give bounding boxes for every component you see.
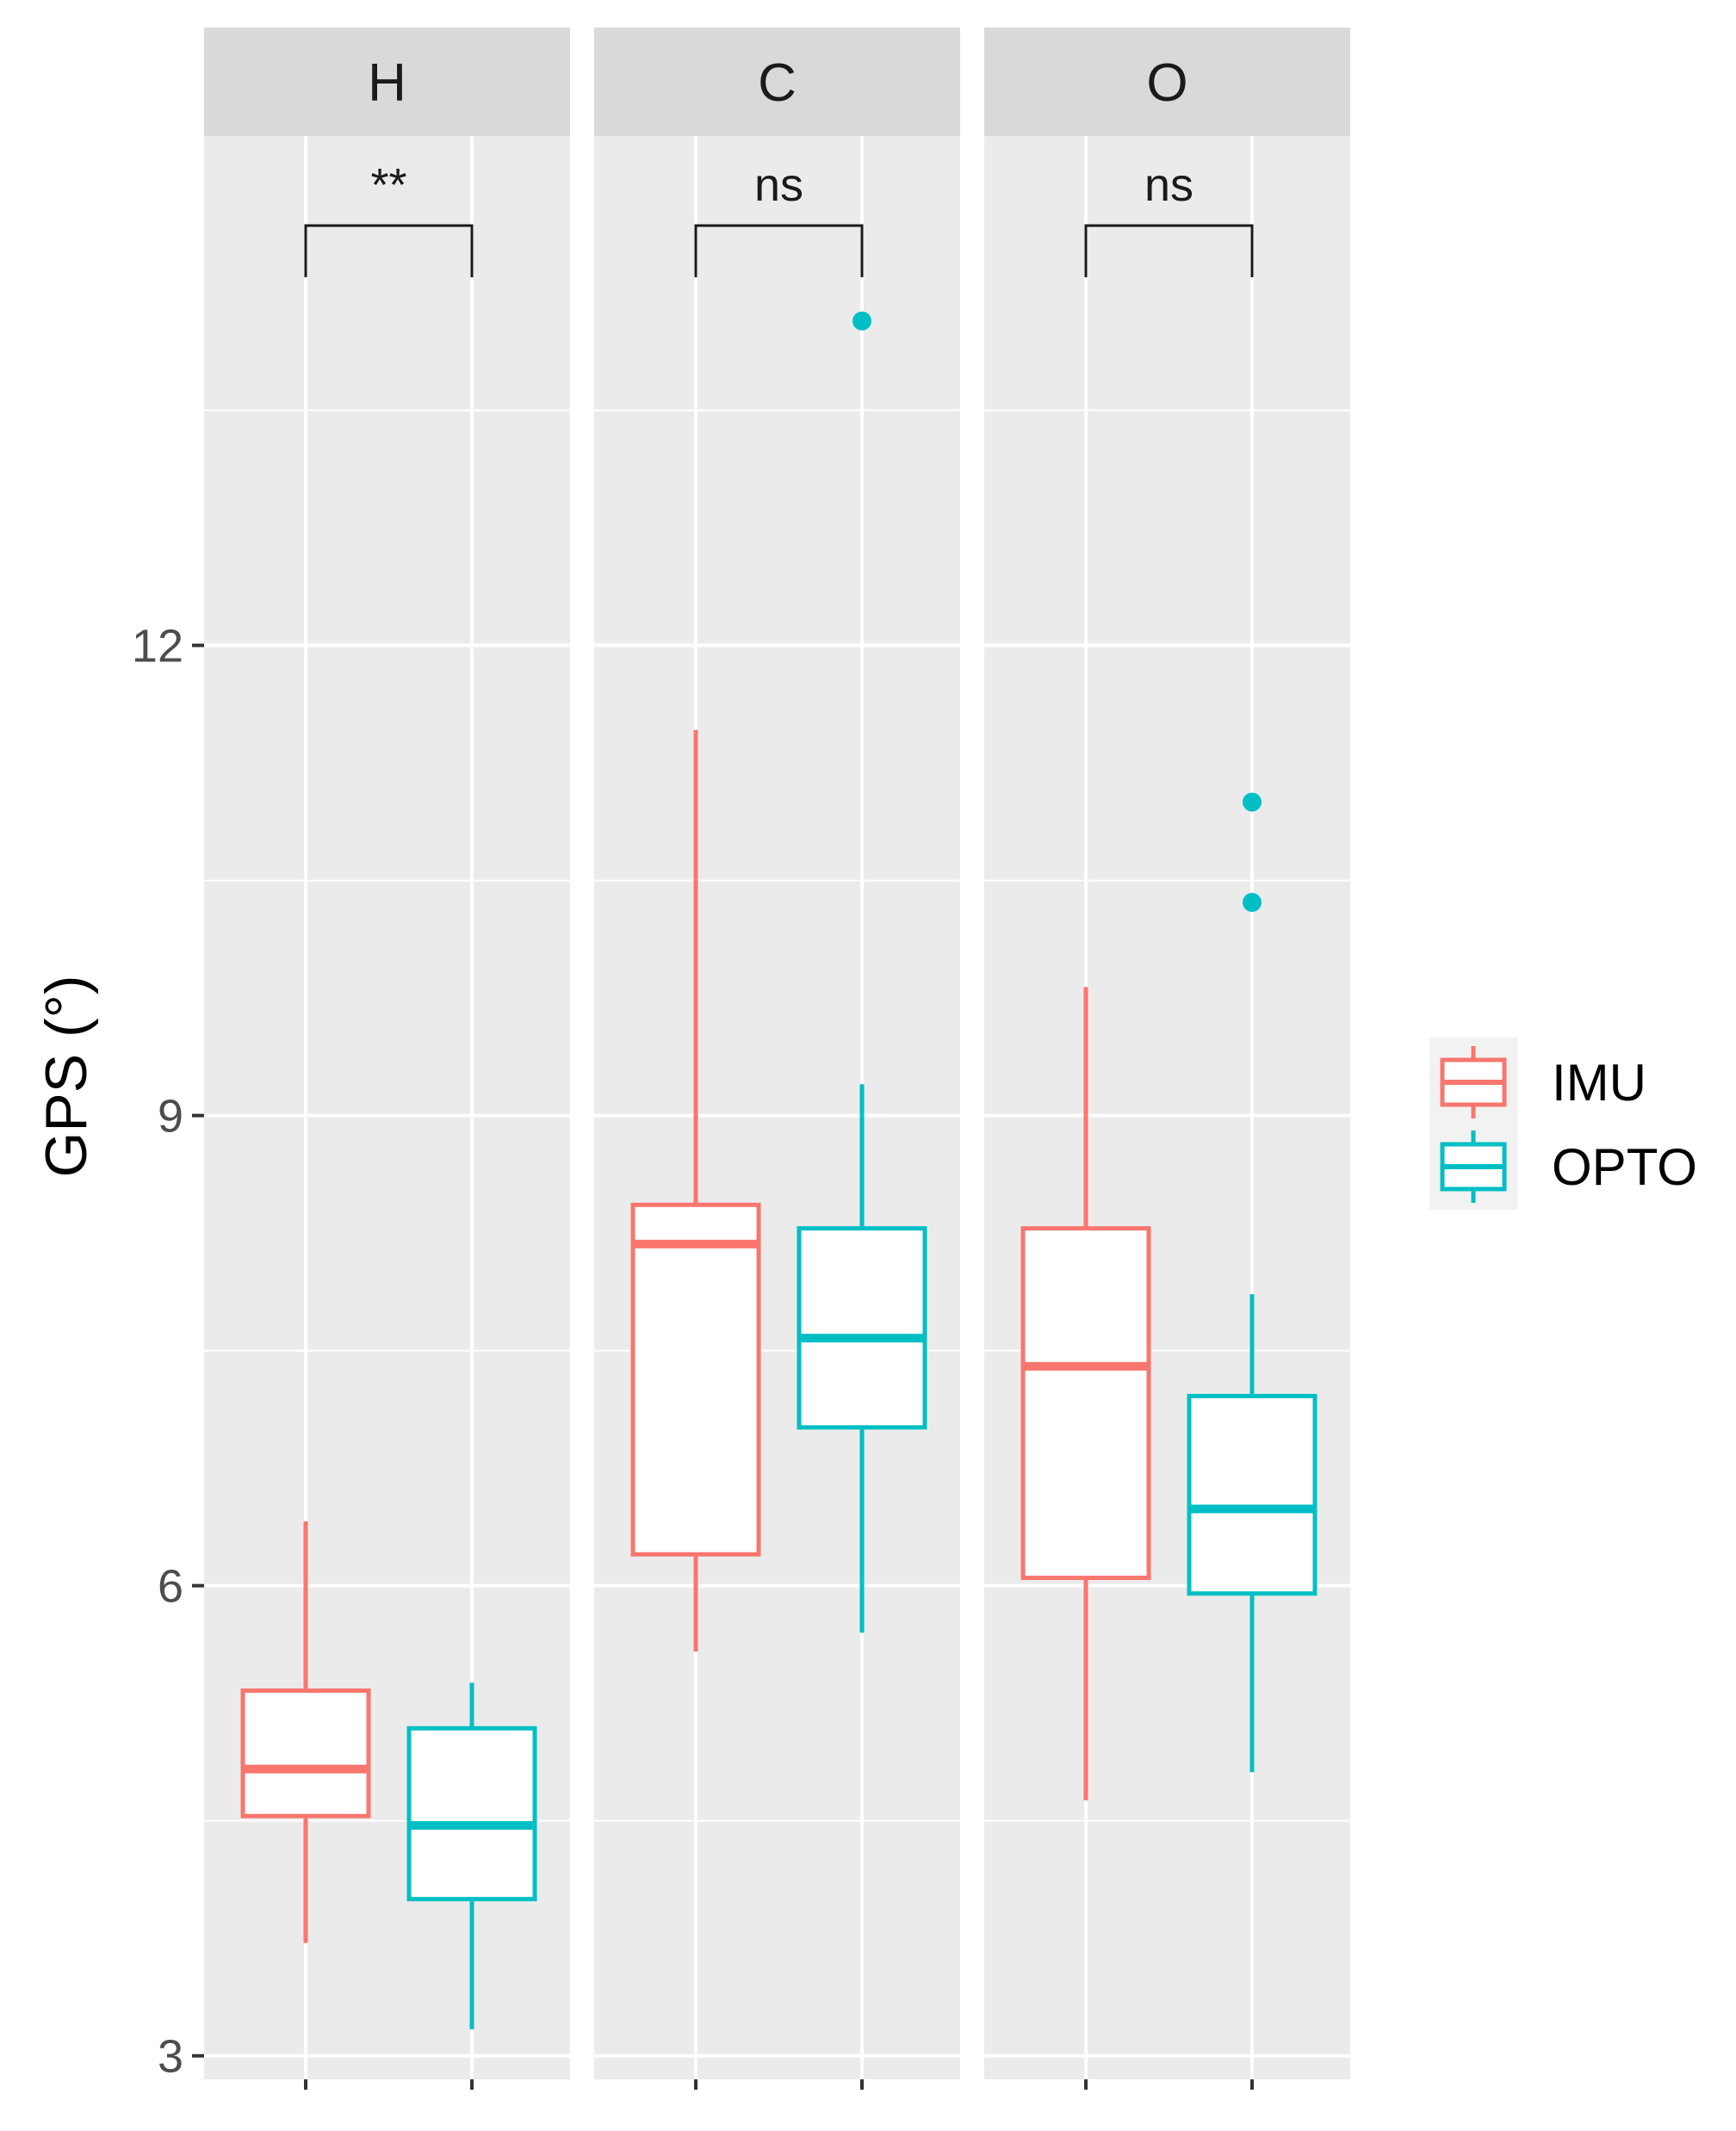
- box-imu: [630, 729, 761, 1652]
- facet-strip-label: H: [368, 53, 406, 113]
- facet-strip: [594, 28, 960, 136]
- y-axis-label: GPS (°): [34, 976, 99, 1178]
- box-imu: [240, 1521, 371, 1943]
- significance-bracket: [1084, 224, 1254, 277]
- panel-background: [984, 136, 1350, 2079]
- significance-label: ns: [1144, 159, 1194, 211]
- y-tick-label: 3: [158, 2031, 183, 2083]
- legend-label-imu: IMU: [1552, 1054, 1646, 1112]
- box-body: [240, 1688, 371, 1818]
- box-body: [797, 1226, 927, 1430]
- significance-bracket: [694, 224, 864, 277]
- significance-label: ns: [754, 159, 803, 211]
- facet-strip-label: O: [1146, 53, 1187, 113]
- y-tick-label: 6: [158, 1561, 183, 1613]
- outlier-point: [1243, 792, 1262, 812]
- significance-label: **: [370, 159, 406, 211]
- box-imu: [1020, 987, 1151, 1801]
- legend-key-imu: [1440, 1046, 1507, 1118]
- facet-strip: [204, 28, 570, 136]
- box-body: [1187, 1393, 1318, 1596]
- outlier-point: [852, 311, 871, 331]
- facet-strip-label: C: [758, 53, 797, 113]
- legend-label-opto: OPTO: [1552, 1138, 1697, 1196]
- y-axis: 3 6 9 12: [132, 621, 204, 2083]
- y-tick-label: 12: [132, 621, 183, 672]
- facet-panel-o: Ons: [984, 28, 1350, 2090]
- box-opto: [797, 311, 927, 1633]
- facet-panel-c: Cns: [594, 28, 960, 2090]
- outlier-point: [1243, 893, 1262, 913]
- box-body: [630, 1202, 761, 1557]
- box-opto: [1187, 792, 1318, 1773]
- legend: IMU OPTO: [1429, 1038, 1697, 1210]
- panel-background: [594, 136, 960, 2079]
- box-opto: [406, 1682, 537, 2029]
- facet-strip: [984, 28, 1350, 136]
- significance-bracket: [304, 224, 474, 277]
- box-body: [406, 1725, 537, 1902]
- y-tick-label: 9: [158, 1091, 183, 1143]
- legend-key-opto: [1440, 1131, 1507, 1203]
- box-body: [1020, 1226, 1151, 1581]
- facet-panel-h: H **: [204, 28, 570, 2090]
